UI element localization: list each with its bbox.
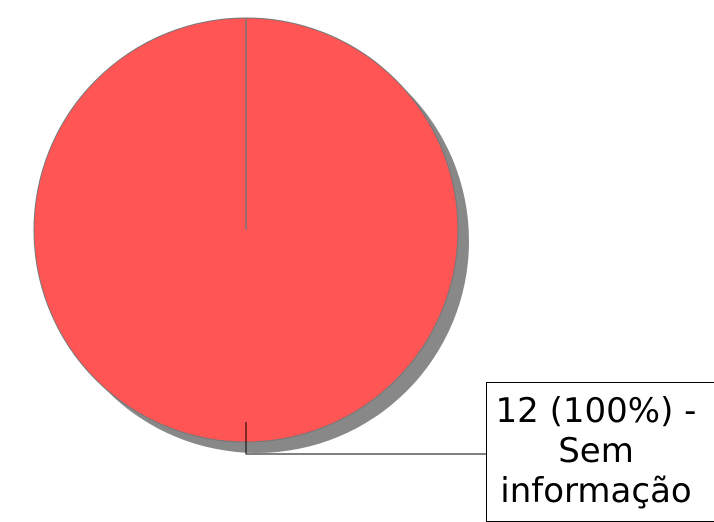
slice-category-label-line1: Sem — [558, 431, 634, 471]
slice-data-label: 12 (100%) - Sem informação — [486, 382, 714, 522]
slice-category-label-line2: informação — [500, 471, 692, 511]
pie-chart — [33, 17, 487, 455]
pie-group — [33, 17, 487, 455]
slice-count-label: 12 (100%) - — [495, 391, 697, 431]
label-leader-line — [245, 422, 487, 455]
